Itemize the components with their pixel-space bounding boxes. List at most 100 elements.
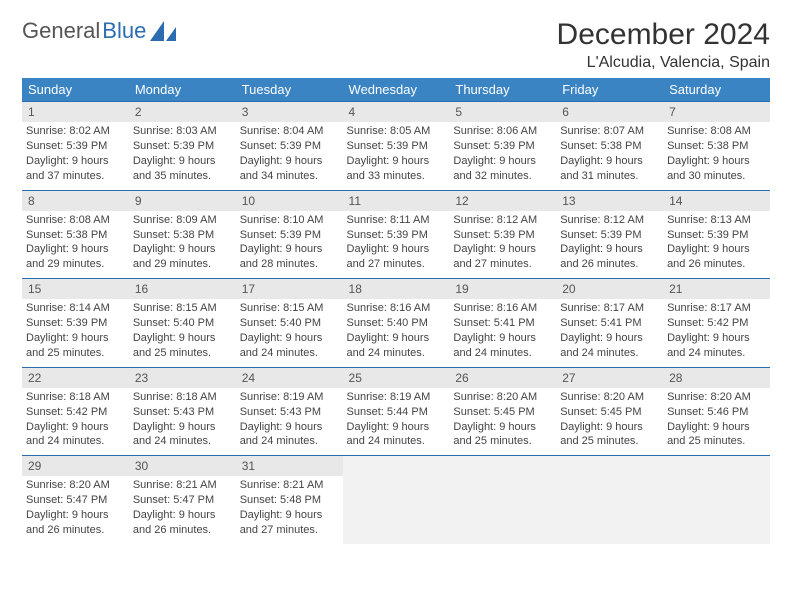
day-cell: 19Sunrise: 8:16 AMSunset: 5:41 PMDayligh… bbox=[449, 279, 556, 368]
empty-cell bbox=[449, 456, 556, 544]
daylight-line: Daylight: 9 hours and 26 minutes. bbox=[667, 242, 766, 272]
day-number: 31 bbox=[236, 456, 343, 476]
day-cell: 21Sunrise: 8:17 AMSunset: 5:42 PMDayligh… bbox=[663, 279, 770, 368]
day-cell: 27Sunrise: 8:20 AMSunset: 5:45 PMDayligh… bbox=[556, 367, 663, 456]
sunset-line: Sunset: 5:39 PM bbox=[26, 139, 125, 154]
sunrise-line: Sunrise: 8:13 AM bbox=[667, 213, 766, 228]
sunrise-line: Sunrise: 8:20 AM bbox=[667, 390, 766, 405]
daylight-line: Daylight: 9 hours and 29 minutes. bbox=[26, 242, 125, 272]
day-number: 7 bbox=[663, 102, 770, 122]
sunrise-line: Sunrise: 8:21 AM bbox=[240, 478, 339, 493]
day-number: 9 bbox=[129, 191, 236, 211]
day-cell: 5Sunrise: 8:06 AMSunset: 5:39 PMDaylight… bbox=[449, 102, 556, 191]
location: L'Alcudia, Valencia, Spain bbox=[557, 54, 770, 72]
daylight-line: Daylight: 9 hours and 24 minutes. bbox=[347, 420, 446, 450]
day-cell: 8Sunrise: 8:08 AMSunset: 5:38 PMDaylight… bbox=[22, 190, 129, 279]
day-number: 14 bbox=[663, 191, 770, 211]
day-number: 5 bbox=[449, 102, 556, 122]
logo: GeneralBlue bbox=[22, 18, 176, 44]
sunset-line: Sunset: 5:45 PM bbox=[560, 405, 659, 420]
day-number: 25 bbox=[343, 368, 450, 388]
day-cell: 30Sunrise: 8:21 AMSunset: 5:47 PMDayligh… bbox=[129, 456, 236, 544]
empty-cell bbox=[556, 456, 663, 544]
day-number: 20 bbox=[556, 279, 663, 299]
day-number: 11 bbox=[343, 191, 450, 211]
sunset-line: Sunset: 5:42 PM bbox=[26, 405, 125, 420]
sunrise-line: Sunrise: 8:16 AM bbox=[347, 301, 446, 316]
day-cell: 26Sunrise: 8:20 AMSunset: 5:45 PMDayligh… bbox=[449, 367, 556, 456]
sunrise-line: Sunrise: 8:12 AM bbox=[560, 213, 659, 228]
day-number: 29 bbox=[22, 456, 129, 476]
day-cell: 3Sunrise: 8:04 AMSunset: 5:39 PMDaylight… bbox=[236, 102, 343, 191]
sunset-line: Sunset: 5:40 PM bbox=[133, 316, 232, 331]
sunrise-line: Sunrise: 8:12 AM bbox=[453, 213, 552, 228]
sunrise-line: Sunrise: 8:08 AM bbox=[26, 213, 125, 228]
day-cell: 4Sunrise: 8:05 AMSunset: 5:39 PMDaylight… bbox=[343, 102, 450, 191]
day-cell: 14Sunrise: 8:13 AMSunset: 5:39 PMDayligh… bbox=[663, 190, 770, 279]
sunrise-line: Sunrise: 8:16 AM bbox=[453, 301, 552, 316]
sunrise-line: Sunrise: 8:07 AM bbox=[560, 124, 659, 139]
daylight-line: Daylight: 9 hours and 27 minutes. bbox=[453, 242, 552, 272]
day-cell: 6Sunrise: 8:07 AMSunset: 5:38 PMDaylight… bbox=[556, 102, 663, 191]
sunset-line: Sunset: 5:45 PM bbox=[453, 405, 552, 420]
sunset-line: Sunset: 5:39 PM bbox=[133, 139, 232, 154]
sunset-line: Sunset: 5:40 PM bbox=[240, 316, 339, 331]
day-cell: 17Sunrise: 8:15 AMSunset: 5:40 PMDayligh… bbox=[236, 279, 343, 368]
daylight-line: Daylight: 9 hours and 35 minutes. bbox=[133, 154, 232, 184]
weekday-header-row: SundayMondayTuesdayWednesdayThursdayFrid… bbox=[22, 78, 770, 102]
sunrise-line: Sunrise: 8:18 AM bbox=[26, 390, 125, 405]
day-cell: 1Sunrise: 8:02 AMSunset: 5:39 PMDaylight… bbox=[22, 102, 129, 191]
sunset-line: Sunset: 5:47 PM bbox=[133, 493, 232, 508]
day-cell: 25 Sunrise: 8:19 AMSunset: 5:44 PMDayligh… bbox=[343, 367, 450, 456]
day-number: 27 bbox=[556, 368, 663, 388]
daylight-line: Daylight: 9 hours and 26 minutes. bbox=[26, 508, 125, 538]
daylight-line: Daylight: 9 hours and 26 minutes. bbox=[560, 242, 659, 272]
daylight-line: Daylight: 9 hours and 33 minutes. bbox=[347, 154, 446, 184]
sunrise-line: Sunrise: 8:19 AM bbox=[240, 390, 339, 405]
daylight-line: Daylight: 9 hours and 29 minutes. bbox=[133, 242, 232, 272]
weekday-header: Saturday bbox=[663, 78, 770, 102]
sunset-line: Sunset: 5:39 PM bbox=[453, 228, 552, 243]
day-number: 3 bbox=[236, 102, 343, 122]
sunrise-line: Sunrise: 8:11 AM bbox=[347, 213, 446, 228]
day-cell: 9Sunrise: 8:09 AMSunset: 5:38 PMDaylight… bbox=[129, 190, 236, 279]
daylight-line: Daylight: 9 hours and 27 minutes. bbox=[347, 242, 446, 272]
day-cell: 23Sunrise: 8:18 AMSunset: 5:43 PMDayligh… bbox=[129, 367, 236, 456]
daylight-line: Daylight: 9 hours and 24 minutes. bbox=[453, 331, 552, 361]
sunset-line: Sunset: 5:39 PM bbox=[347, 228, 446, 243]
daylight-line: Daylight: 9 hours and 25 minutes. bbox=[453, 420, 552, 450]
sunrise-line: Sunrise: 8:19 AM bbox=[347, 390, 446, 405]
day-cell: 15Sunrise: 8:14 AMSunset: 5:39 PMDayligh… bbox=[22, 279, 129, 368]
sunrise-line: Sunrise: 8:17 AM bbox=[560, 301, 659, 316]
sunset-line: Sunset: 5:38 PM bbox=[667, 139, 766, 154]
sunset-line: Sunset: 5:38 PM bbox=[133, 228, 232, 243]
sunset-line: Sunset: 5:43 PM bbox=[133, 405, 232, 420]
day-cell: 13Sunrise: 8:12 AMSunset: 5:39 PMDayligh… bbox=[556, 190, 663, 279]
daylight-line: Daylight: 9 hours and 24 minutes. bbox=[560, 331, 659, 361]
calendar-body: 1Sunrise: 8:02 AMSunset: 5:39 PMDaylight… bbox=[22, 102, 770, 544]
day-cell: 2Sunrise: 8:03 AMSunset: 5:39 PMDaylight… bbox=[129, 102, 236, 191]
day-number: 21 bbox=[663, 279, 770, 299]
sunset-line: Sunset: 5:39 PM bbox=[240, 228, 339, 243]
day-number: 18 bbox=[343, 279, 450, 299]
sunset-line: Sunset: 5:48 PM bbox=[240, 493, 339, 508]
day-cell: 12Sunrise: 8:12 AMSunset: 5:39 PMDayligh… bbox=[449, 190, 556, 279]
daylight-line: Daylight: 9 hours and 25 minutes. bbox=[560, 420, 659, 450]
day-cell: 18Sunrise: 8:16 AMSunset: 5:40 PMDayligh… bbox=[343, 279, 450, 368]
daylight-line: Daylight: 9 hours and 31 minutes. bbox=[560, 154, 659, 184]
day-cell: 24Sunrise: 8:19 AMSunset: 5:43 PMDayligh… bbox=[236, 367, 343, 456]
weekday-header: Friday bbox=[556, 78, 663, 102]
day-cell: 28Sunrise: 8:20 AMSunset: 5:46 PMDayligh… bbox=[663, 367, 770, 456]
calendar-table: SundayMondayTuesdayWednesdayThursdayFrid… bbox=[22, 78, 770, 544]
sunrise-line: Sunrise: 8:04 AM bbox=[240, 124, 339, 139]
day-number: 10 bbox=[236, 191, 343, 211]
day-cell: 22Sunrise: 8:18 AMSunset: 5:42 PMDayligh… bbox=[22, 367, 129, 456]
day-number: 6 bbox=[556, 102, 663, 122]
sunrise-line: Sunrise: 8:02 AM bbox=[26, 124, 125, 139]
sunset-line: Sunset: 5:44 PM bbox=[347, 405, 446, 420]
header: GeneralBlue December 2024 L'Alcudia, Val… bbox=[22, 18, 770, 72]
day-cell: 31Sunrise: 8:21 AMSunset: 5:48 PMDayligh… bbox=[236, 456, 343, 544]
day-number: 2 bbox=[129, 102, 236, 122]
daylight-line: Daylight: 9 hours and 24 minutes. bbox=[133, 420, 232, 450]
month-title: December 2024 bbox=[557, 18, 770, 52]
